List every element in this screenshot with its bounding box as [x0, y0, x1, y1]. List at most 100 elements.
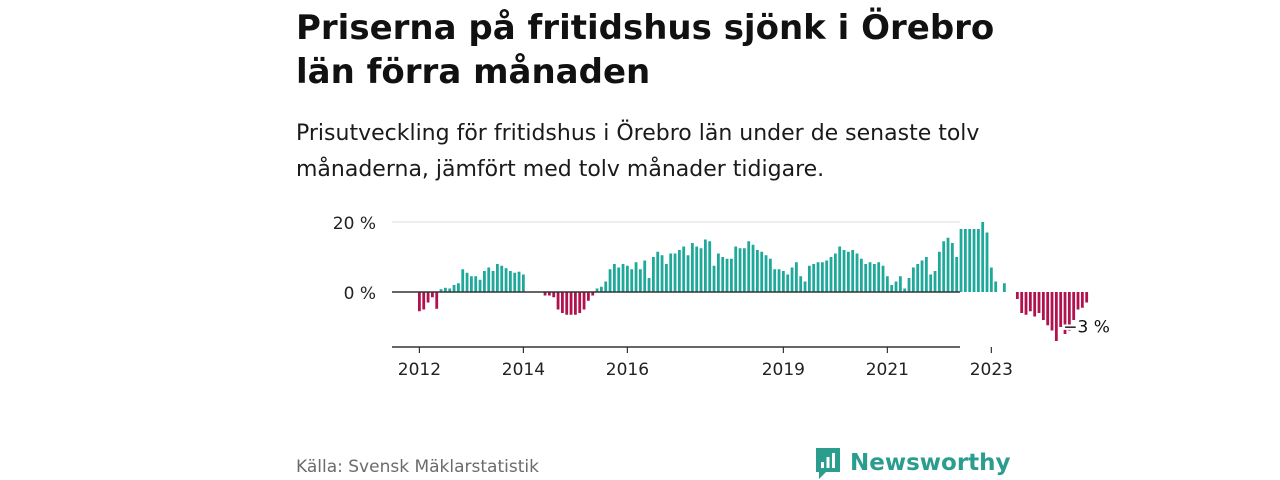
bar	[955, 257, 959, 292]
bar	[591, 292, 595, 296]
bar	[547, 292, 551, 296]
bar	[738, 248, 742, 292]
bar	[517, 271, 521, 292]
source-note: Källa: Svensk Mäklarstatistik	[296, 457, 539, 477]
bar	[474, 276, 478, 292]
bar	[833, 253, 837, 292]
bar	[660, 255, 664, 292]
bar	[881, 265, 885, 292]
bar	[729, 258, 733, 292]
bar	[799, 276, 803, 292]
bar	[1067, 292, 1071, 331]
bar	[465, 272, 469, 292]
bar	[963, 229, 967, 292]
bar	[586, 292, 590, 301]
bar	[751, 244, 755, 292]
bar	[431, 292, 434, 298]
bar	[933, 271, 937, 292]
bar	[682, 246, 686, 292]
bar	[829, 257, 833, 292]
bar	[907, 278, 911, 292]
newsworthy-logo-icon	[816, 448, 840, 479]
y-tick-label: 0 %	[344, 284, 376, 304]
bar	[1028, 292, 1032, 312]
bar	[608, 269, 612, 292]
bar	[673, 253, 677, 292]
bar	[1015, 292, 1019, 299]
chart-subtitle: Prisutveckling för fritidshus i Örebro l…	[296, 121, 980, 182]
bar	[643, 260, 647, 292]
bar	[877, 262, 881, 292]
bar	[790, 267, 794, 292]
bar	[959, 229, 963, 292]
bar	[452, 285, 456, 292]
bar	[807, 265, 811, 292]
bar	[418, 292, 421, 312]
bar	[794, 262, 798, 292]
bar	[604, 281, 608, 292]
bar	[985, 232, 989, 292]
bar	[1020, 292, 1024, 313]
bar	[855, 253, 859, 292]
bar	[894, 281, 898, 292]
bar	[773, 269, 777, 292]
bar	[1072, 292, 1076, 320]
bar	[651, 257, 655, 292]
bar	[994, 281, 998, 292]
bar	[444, 287, 447, 292]
bar	[513, 272, 517, 292]
x-tick-label: 2023	[970, 360, 1013, 380]
bar	[630, 269, 634, 292]
bar	[500, 265, 504, 292]
bar	[1041, 292, 1045, 320]
bar	[1063, 292, 1067, 334]
bar	[981, 222, 985, 292]
bar	[617, 267, 621, 292]
x-tick-label: 2019	[762, 360, 805, 380]
bar	[569, 292, 573, 315]
bar	[457, 283, 460, 292]
bar	[677, 250, 681, 292]
x-tick-label: 2014	[502, 360, 545, 380]
bar	[552, 292, 556, 298]
last-value-label: −3 %	[1063, 318, 1110, 338]
bar	[1076, 292, 1080, 310]
bar	[647, 278, 651, 292]
bar	[1046, 292, 1050, 326]
bar	[916, 264, 920, 292]
y-tick-label: 20 %	[333, 214, 376, 234]
bar	[578, 292, 582, 313]
bar	[669, 253, 673, 292]
bar	[612, 264, 616, 292]
bar	[937, 251, 941, 292]
brand-logo: Newsworthy	[814, 446, 1011, 480]
bar	[1037, 292, 1041, 313]
bar	[786, 274, 790, 292]
bar	[708, 241, 712, 292]
bar	[777, 269, 781, 292]
bar	[1054, 292, 1058, 341]
bar	[483, 271, 486, 292]
bar	[781, 271, 785, 292]
bar	[565, 292, 569, 315]
bar	[868, 262, 872, 292]
bar	[764, 255, 768, 292]
bar	[920, 260, 924, 292]
bar	[560, 292, 564, 313]
bar	[625, 265, 629, 292]
bar	[812, 264, 816, 292]
bar	[426, 292, 430, 303]
bar	[1085, 292, 1089, 303]
bar	[851, 250, 855, 292]
bar	[487, 267, 491, 292]
bar	[846, 251, 850, 292]
bar	[1050, 292, 1054, 331]
x-tick-label: 2021	[866, 360, 909, 380]
bar	[816, 262, 820, 292]
bar	[703, 239, 707, 292]
bar	[599, 286, 603, 292]
x-tick-label: 2016	[606, 360, 649, 380]
bar	[760, 251, 764, 292]
bar	[695, 246, 699, 292]
bar	[638, 269, 642, 292]
